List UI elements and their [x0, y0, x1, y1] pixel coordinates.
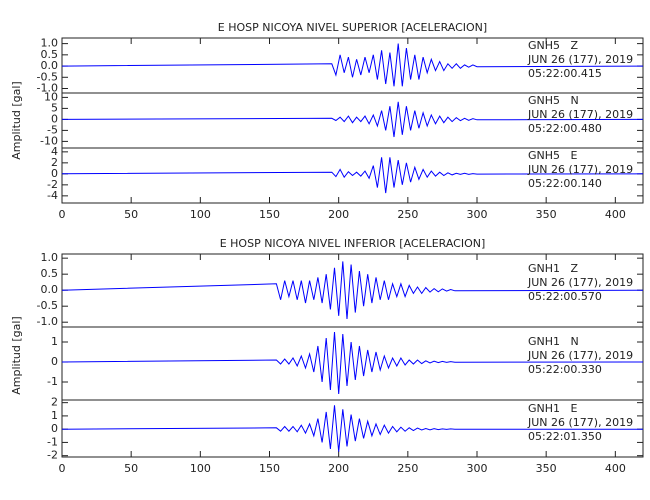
- trace-date: JUN 26 (177), 2019: [527, 108, 633, 121]
- y-tick-label: 5: [51, 101, 58, 114]
- waveform: [62, 157, 643, 194]
- y-tick-label: 1.0: [41, 251, 59, 264]
- y-tick-label: -0.5: [37, 299, 58, 312]
- x-tick-label: 250: [397, 208, 418, 221]
- waveform: [62, 43, 643, 87]
- y-tick-label: -1: [47, 435, 58, 448]
- y-tick-label: -1.0: [37, 315, 58, 328]
- trace-time: 05:22:00.570: [528, 290, 602, 303]
- trace-date: JUN 26 (177), 2019: [527, 276, 633, 289]
- y-tick-label: -10: [40, 134, 58, 147]
- waveform: [62, 261, 643, 320]
- trace-time: 05:22:00.480: [528, 122, 602, 135]
- trace-time: 05:22:01.350: [528, 430, 602, 443]
- x-tick-label: 200: [328, 208, 349, 221]
- x-tick-label: 50: [124, 462, 138, 475]
- plot-frame: [61, 37, 644, 204]
- x-tick-label: 0: [59, 208, 66, 221]
- y-tick-label: 0.5: [41, 267, 59, 280]
- x-tick-label: 0: [59, 462, 66, 475]
- y-tick-label: 0.0: [41, 59, 59, 72]
- trace-name: GNH5 N: [528, 94, 579, 107]
- y-tick-label: 0: [51, 422, 58, 435]
- trace-name: GNH1 Z: [528, 262, 579, 275]
- y-tick-label: 1: [51, 335, 58, 348]
- y-tick-label: 2: [51, 396, 58, 409]
- chart-title: E HOSP NICOYA NIVEL INFERIOR [ACELERACIO…: [220, 237, 486, 250]
- waveform: [62, 405, 643, 452]
- y-tick-label: -1.0: [37, 82, 58, 95]
- y-tick-label: -0.5: [37, 70, 58, 83]
- trace-name: GNH1 E: [528, 402, 578, 415]
- trace-name: GNH5 E: [528, 149, 578, 162]
- y-tick-label: -4: [47, 189, 58, 202]
- y-tick-label: 0: [51, 355, 58, 368]
- trace-date: JUN 26 (177), 2019: [527, 53, 633, 66]
- x-tick-label: 400: [605, 208, 626, 221]
- y-tick-label: 1.0: [41, 37, 59, 50]
- trace-name: GNH1 N: [528, 335, 579, 348]
- y-axis-label: Amplitud [gal]: [10, 316, 23, 394]
- y-tick-label: 4: [51, 145, 58, 158]
- y-tick-label: -2: [47, 178, 58, 191]
- x-tick-label: 100: [190, 208, 211, 221]
- trace-date: JUN 26 (177), 2019: [527, 416, 633, 429]
- x-tick-label: 150: [259, 208, 280, 221]
- waveform: [62, 101, 643, 138]
- trace-name: GNH5 Z: [528, 39, 579, 52]
- trace-time: 05:22:00.140: [528, 177, 602, 190]
- x-tick-label: 300: [467, 462, 488, 475]
- y-tick-label: 1: [51, 409, 58, 422]
- x-tick-label: 150: [259, 462, 280, 475]
- x-tick-label: 350: [536, 208, 557, 221]
- y-tick-label: 0: [51, 112, 58, 125]
- x-tick-label: 200: [328, 462, 349, 475]
- trace-time: 05:22:00.415: [528, 67, 602, 80]
- trace-time: 05:22:00.330: [528, 363, 602, 376]
- waveform: [62, 331, 643, 395]
- y-tick-label: -1: [47, 375, 58, 388]
- x-tick-label: 100: [190, 462, 211, 475]
- trace-date: JUN 26 (177), 2019: [527, 163, 633, 176]
- x-tick-label: 350: [536, 462, 557, 475]
- x-tick-label: 250: [397, 462, 418, 475]
- trace-date: JUN 26 (177), 2019: [527, 349, 633, 362]
- y-tick-label: -2: [47, 449, 58, 462]
- x-tick-label: 300: [467, 208, 488, 221]
- x-tick-label: 50: [124, 208, 138, 221]
- chart-title: E HOSP NICOYA NIVEL SUPERIOR [ACELERACIO…: [218, 21, 487, 34]
- y-tick-label: 0.0: [41, 283, 59, 296]
- y-axis-label: Amplitud [gal]: [10, 81, 23, 159]
- y-tick-label: 0: [51, 167, 58, 180]
- y-tick-label: -5: [47, 123, 58, 136]
- plot-frame: [61, 253, 644, 458]
- y-tick-label: 0.5: [41, 48, 59, 61]
- y-tick-label: 10: [44, 90, 58, 103]
- x-tick-label: 400: [605, 462, 626, 475]
- y-tick-label: 2: [51, 156, 58, 169]
